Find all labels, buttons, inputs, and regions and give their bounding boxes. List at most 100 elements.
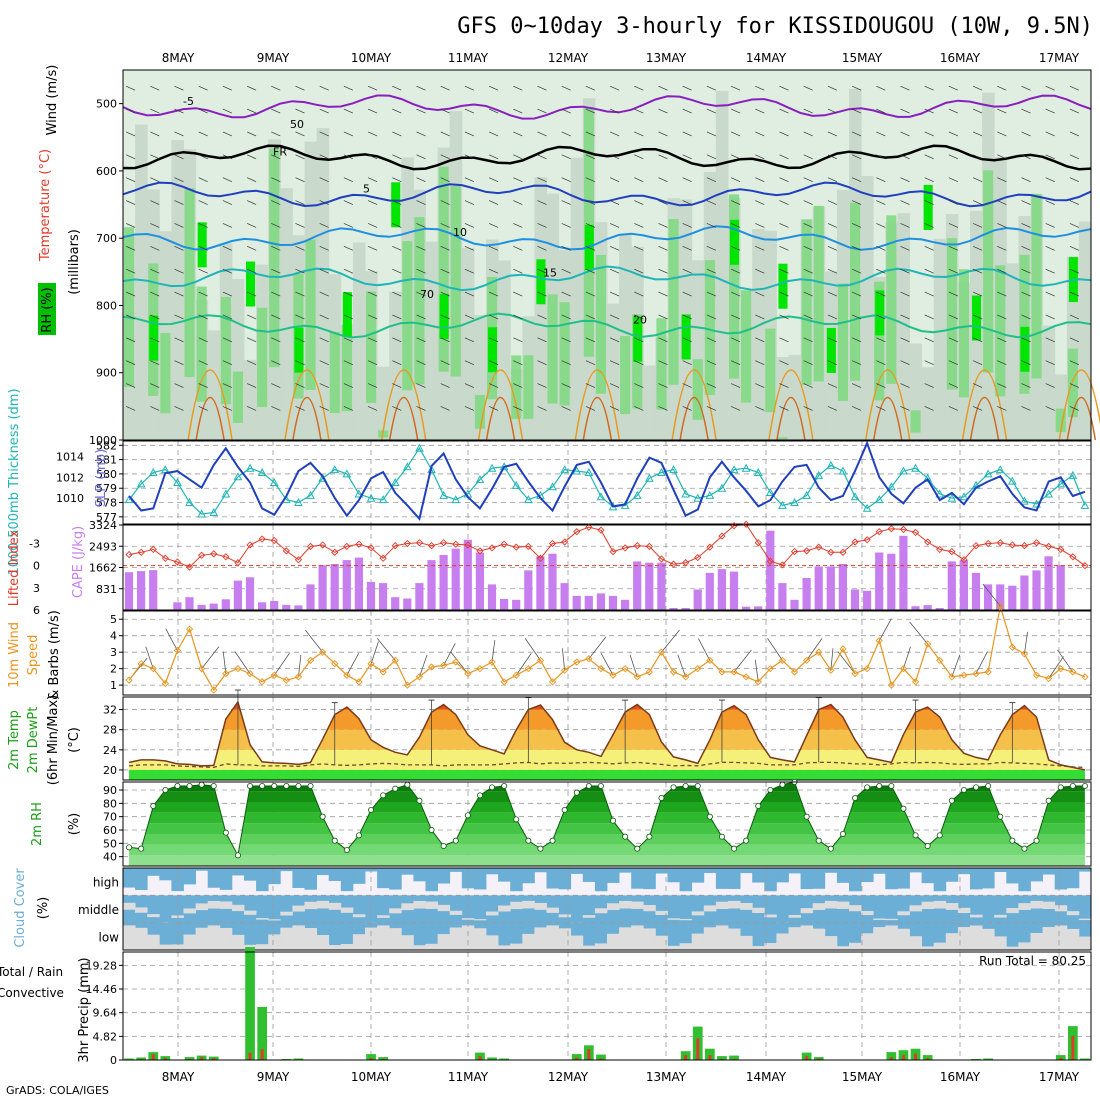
precip-convective-bar [151, 1054, 155, 1060]
wind-tick-label: 5 [110, 613, 117, 626]
wind-barb [900, 154, 910, 160]
rh-saturated-band [826, 327, 836, 373]
rh-point [186, 783, 193, 790]
cloud-low-cell [546, 925, 559, 950]
rh-point [476, 792, 483, 799]
wind-barb [440, 406, 450, 411]
wind-barb [730, 154, 741, 160]
temp-fill-band [129, 709, 1085, 730]
cloud-low-cell [486, 935, 499, 950]
wind-barb [876, 154, 886, 160]
wind-barb [150, 200, 160, 205]
thickness-point [524, 495, 533, 504]
wind-barb [150, 108, 160, 114]
lifted-index-point [452, 540, 460, 548]
lifted-index-point [573, 528, 581, 536]
lifted-index-tick-label: 0 [33, 560, 40, 573]
cloud-middle-cell [1078, 918, 1092, 921]
cloud-high-cell [945, 868, 959, 882]
thickness-point [1044, 489, 1053, 498]
wind-speed-point [1008, 643, 1016, 651]
cloud-high-cell [534, 868, 547, 873]
wind-barb [464, 406, 475, 411]
rh-saturated-band [778, 263, 788, 309]
thickness-point [233, 472, 243, 481]
rh-moist-band [341, 325, 352, 412]
temp-fill-band [129, 749, 1085, 770]
cloud-high-cell [703, 868, 717, 874]
day-label: 9MAY [257, 51, 290, 65]
day-label: 11MAY [448, 51, 489, 65]
rh-band [207, 330, 221, 440]
wind-barb [150, 223, 160, 228]
wind-barb [948, 383, 959, 388]
temp-fill-band [129, 769, 1085, 780]
wind-barb [464, 200, 475, 205]
wind-barb [537, 245, 547, 251]
cloud-unit-title: (%) [36, 897, 51, 920]
lifted-index-point [657, 555, 666, 563]
thickness-point [596, 492, 606, 501]
cloud-high-cell [1054, 868, 1068, 890]
wind-speed-point [198, 665, 206, 673]
wind-speed-point [1045, 674, 1053, 683]
thickness-point [935, 489, 945, 498]
wind-speed-point [936, 656, 944, 665]
lifted-index-point [899, 525, 908, 534]
precip-total-bar [1080, 1058, 1090, 1060]
rh-point [767, 787, 774, 794]
wind-barb [997, 154, 1007, 160]
wind-barb [779, 154, 789, 160]
rh-moist-band [160, 332, 171, 414]
wind-speed-point [839, 645, 847, 653]
wind-barb [1069, 177, 1080, 182]
lifted-index-point [440, 539, 448, 547]
cape-bar [512, 599, 521, 610]
cloud-middle-cell [304, 901, 317, 910]
wind-barb [755, 383, 765, 388]
wind-barb [779, 406, 789, 411]
wind-barb [609, 154, 620, 160]
cloud-low-cell [994, 936, 1007, 950]
cloud-middle-cell [389, 908, 402, 914]
rh-point [670, 784, 677, 791]
cloud-high-cell [582, 868, 596, 882]
wind-barb [827, 245, 838, 251]
wind-barb [198, 383, 208, 388]
cloud-high-cell [389, 868, 402, 890]
wind-barb [803, 223, 813, 228]
wind-barb [948, 154, 959, 160]
thickness-point [330, 465, 340, 474]
wind-barb [585, 177, 596, 182]
wind-barb [343, 383, 354, 388]
wind-barb [440, 131, 450, 137]
wind-barb [246, 200, 257, 205]
wind-barb [730, 291, 741, 297]
cloud-high-cell [268, 868, 281, 885]
wind-barb [924, 383, 934, 388]
wind-barb [271, 223, 281, 228]
wind-barb [924, 154, 934, 160]
wind-barb [755, 291, 765, 297]
wind-barb [706, 154, 717, 160]
wind-barb [295, 85, 305, 91]
surface-isotherm [582, 396, 613, 441]
wind-barb [343, 268, 354, 274]
lifted-index-point [488, 544, 496, 552]
cloud-middle-cell [292, 905, 305, 912]
rh-band [534, 177, 547, 441]
cloud-middle-cell [413, 900, 426, 909]
rh-point [803, 813, 810, 820]
wind-barb [367, 223, 378, 228]
rh-point [283, 783, 290, 790]
thickness-point [185, 497, 194, 507]
wind-barb [319, 108, 329, 114]
cloud-high-cell [1066, 868, 1080, 889]
lifted-index-point [427, 542, 436, 550]
wind-barb [609, 177, 620, 182]
cape-bar [451, 548, 460, 610]
wind-barb [972, 108, 983, 114]
wind-barb [416, 177, 426, 182]
rh-band [1042, 325, 1056, 440]
cape-bar [996, 584, 1005, 610]
